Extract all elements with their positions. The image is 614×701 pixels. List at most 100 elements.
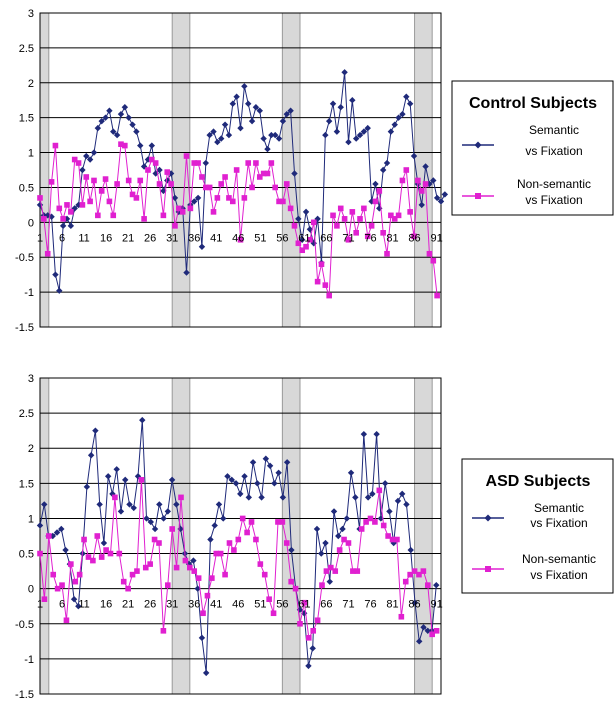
data-point-semantic — [98, 117, 105, 125]
x-tick-label: 31 — [166, 232, 178, 244]
data-point-nonsemantic — [226, 195, 232, 201]
data-point-nonsemantic — [283, 540, 290, 546]
legend-marker — [485, 566, 491, 572]
data-point-semantic — [352, 494, 359, 501]
data-point-semantic — [206, 131, 213, 139]
x-tick-label: 51 — [254, 232, 266, 244]
data-point-semantic — [143, 515, 150, 522]
data-point-semantic — [420, 624, 427, 631]
data-point-nonsemantic — [160, 628, 167, 634]
data-point-semantic — [237, 490, 244, 498]
data-point-nonsemantic — [430, 257, 437, 264]
data-point-semantic — [268, 131, 275, 139]
data-point-nonsemantic — [222, 571, 228, 578]
y-tick-label: 1.5 — [19, 478, 34, 490]
y-tick-label: -0.5 — [15, 619, 34, 631]
data-point-semantic — [364, 124, 371, 132]
data-point-nonsemantic — [275, 519, 281, 525]
data-point-semantic — [410, 152, 418, 160]
data-point-semantic — [83, 152, 90, 160]
data-point-nonsemantic — [354, 568, 361, 574]
data-point-nonsemantic — [249, 184, 255, 191]
data-point-nonsemantic — [138, 477, 145, 483]
data-point-semantic — [349, 97, 356, 104]
legend-label: vs Fixation — [530, 516, 587, 530]
data-point-semantic — [383, 159, 391, 167]
data-point-nonsemantic — [72, 578, 79, 585]
data-point-nonsemantic — [319, 582, 325, 588]
data-point-semantic — [245, 494, 252, 501]
data-point-nonsemantic — [411, 233, 417, 240]
data-point-nonsemantic — [179, 209, 186, 215]
y-tick-label: 2 — [28, 443, 34, 455]
data-point-nonsemantic — [395, 212, 402, 219]
data-point-nonsemantic — [178, 494, 184, 501]
data-point-nonsemantic — [37, 550, 43, 557]
data-point-nonsemantic — [191, 160, 198, 166]
data-point-nonsemantic — [322, 282, 329, 288]
data-point-semantic — [237, 124, 244, 132]
data-point-semantic — [87, 452, 95, 459]
data-point-nonsemantic — [341, 536, 347, 543]
data-point-semantic — [168, 476, 176, 484]
x-tick-label: 71 — [342, 599, 354, 611]
data-point-nonsemantic — [79, 202, 86, 208]
data-point-semantic — [211, 522, 218, 529]
x-tick-label: 51 — [254, 599, 266, 611]
data-point-semantic — [221, 121, 229, 128]
y-tick-label: -1.5 — [15, 322, 34, 334]
data-point-nonsemantic — [367, 515, 374, 522]
data-point-nonsemantic — [385, 533, 391, 539]
data-point-semantic — [310, 240, 317, 247]
data-point-nonsemantic — [380, 230, 386, 236]
data-point-semantic — [109, 490, 116, 498]
data-point-nonsemantic — [398, 613, 405, 620]
data-point-semantic — [190, 557, 197, 564]
data-point-nonsemantic — [103, 547, 109, 553]
data-point-nonsemantic — [328, 564, 334, 571]
data-point-semantic — [106, 107, 113, 114]
data-point-nonsemantic — [434, 292, 440, 299]
data-point-nonsemantic — [187, 205, 194, 212]
data-point-semantic — [183, 269, 190, 276]
data-point-semantic — [104, 473, 112, 480]
legend-title: ASD Subjects — [486, 473, 591, 490]
data-point-nonsemantic — [110, 212, 117, 219]
legend-label: Non-semantic — [517, 177, 591, 191]
x-tick-label: 11 — [78, 232, 89, 244]
data-point-nonsemantic — [68, 209, 74, 215]
data-point-semantic — [322, 131, 329, 139]
data-point-semantic — [291, 170, 298, 177]
data-point-semantic — [258, 494, 265, 501]
data-point-nonsemantic — [411, 568, 418, 574]
data-point-semantic — [75, 603, 82, 610]
x-tick-label: 41 — [210, 599, 222, 611]
data-point-nonsemantic — [41, 216, 47, 222]
data-point-semantic — [56, 287, 63, 294]
data-point-nonsemantic — [59, 582, 65, 588]
data-point-nonsemantic — [361, 205, 367, 212]
data-point-nonsemantic — [91, 177, 97, 184]
data-point-semantic — [125, 114, 132, 121]
data-point-semantic — [287, 107, 294, 114]
data-point-semantic — [90, 149, 98, 156]
data-point-semantic — [202, 669, 210, 677]
data-point-semantic — [296, 606, 304, 613]
data-point-nonsemantic — [168, 181, 174, 187]
data-point-semantic — [117, 508, 125, 515]
data-point-nonsemantic — [301, 599, 308, 606]
data-point-nonsemantic — [176, 205, 182, 212]
x-tick-label: 6 — [59, 232, 65, 244]
x-tick-label: 41 — [210, 232, 222, 244]
data-point-semantic — [245, 100, 252, 107]
data-point-nonsemantic — [54, 585, 61, 592]
x-tick-label: 61 — [298, 599, 310, 611]
data-point-nonsemantic — [295, 240, 302, 247]
data-point-semantic — [94, 124, 102, 132]
data-point-nonsemantic — [268, 160, 275, 166]
plot-area — [40, 378, 441, 694]
data-point-nonsemantic — [56, 205, 63, 212]
data-point-semantic — [395, 114, 402, 121]
data-point-semantic — [333, 128, 341, 135]
data-point-nonsemantic — [218, 181, 225, 187]
